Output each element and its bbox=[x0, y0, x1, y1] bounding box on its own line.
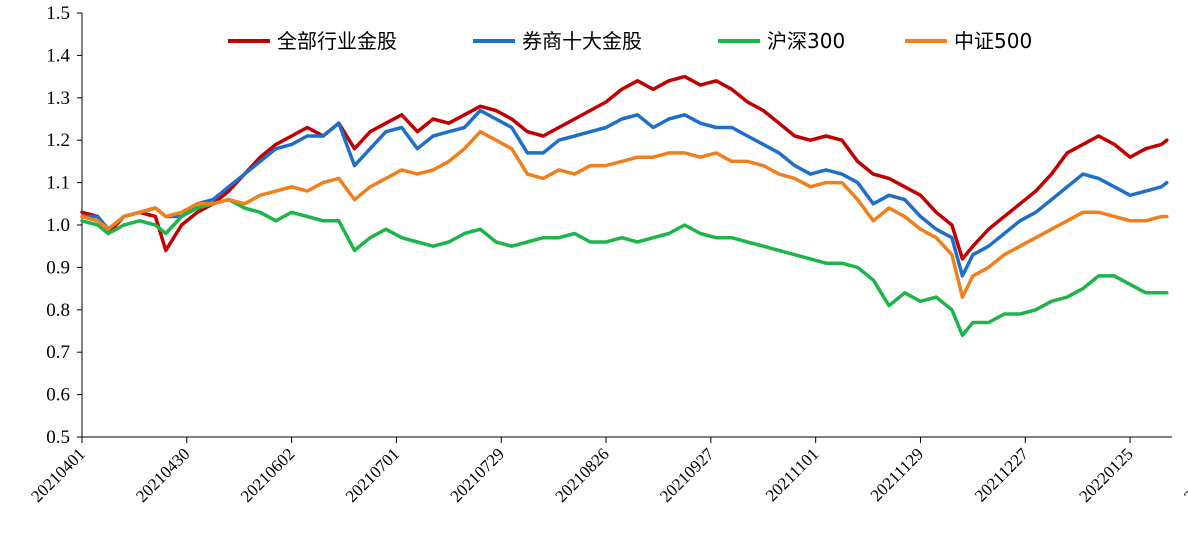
y-tick-label: 0.6 bbox=[46, 385, 70, 406]
y-tick-label: 1.0 bbox=[46, 215, 70, 236]
series-line-csi300 bbox=[80, 197, 1169, 337]
x-tick-label: 20211129 bbox=[867, 444, 928, 505]
y-tick-label: 1.2 bbox=[46, 130, 70, 151]
y-tick-label: 1.3 bbox=[46, 88, 70, 109]
y-tick-label: 1.1 bbox=[46, 173, 70, 194]
y-tick-label: 0.8 bbox=[46, 300, 70, 321]
y-tick-label: 0.9 bbox=[46, 257, 70, 278]
x-tick-label: 20211101 bbox=[762, 444, 823, 505]
x-tick-label: 20220301 bbox=[1180, 444, 1188, 506]
x-tick-label: 20210401 bbox=[27, 444, 89, 506]
x-tick-label: 20210701 bbox=[342, 444, 404, 506]
x-tick-label: 20210826 bbox=[551, 444, 613, 506]
y-tick-label: 0.7 bbox=[46, 342, 70, 363]
legend-label-csi500: 中证500 bbox=[954, 29, 1032, 53]
x-tick-label: 20210430 bbox=[132, 444, 194, 506]
x-tick-label: 20210729 bbox=[447, 444, 509, 506]
legend: 全部行业金股 券商十大金股 沪深300 中证500 bbox=[228, 29, 1032, 53]
series-line-broker-top10 bbox=[80, 108, 1169, 278]
legend-label-csi300: 沪深300 bbox=[767, 29, 845, 53]
x-tick-label: 20210602 bbox=[237, 444, 299, 506]
y-tick-label: 1.4 bbox=[46, 45, 70, 66]
x-tick-label: 20211227 bbox=[971, 444, 1032, 505]
x-tick-label: 20220125 bbox=[1075, 444, 1137, 506]
y-tick-label: 1.5 bbox=[46, 3, 70, 24]
y-tick-label: 0.5 bbox=[46, 427, 70, 448]
legend-label-all-industry: 全部行业金股 bbox=[277, 29, 397, 53]
plot-area: 0.5 0.6 0.7 0.8 0.9 1.0 1.1 1.2 1.3 1.4 1.5 2021040… bbox=[27, 3, 1188, 506]
x-tick-label: 20210927 bbox=[656, 444, 718, 506]
series-line-csi500 bbox=[80, 129, 1169, 299]
legend-label-broker-top10: 券商十大金股 bbox=[522, 29, 642, 53]
series-line-all-industry bbox=[80, 74, 1169, 261]
